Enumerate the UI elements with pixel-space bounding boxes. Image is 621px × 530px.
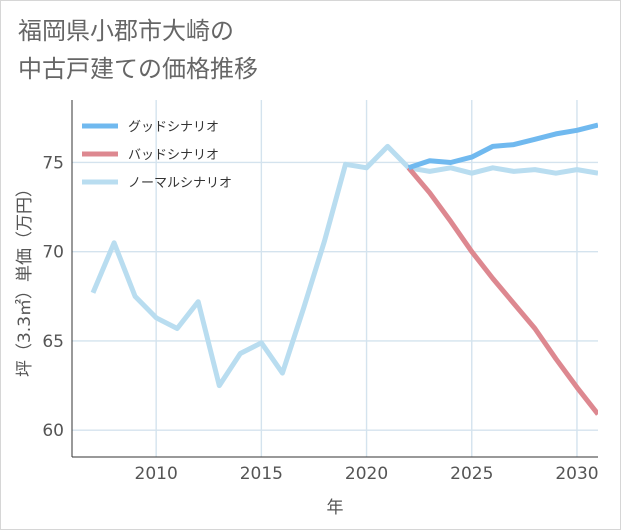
x-axis-label: 年 (327, 498, 344, 518)
x-tick-label: 2010 (135, 464, 178, 484)
legend-label: ノーマルシナリオ (128, 176, 232, 191)
legend-label: バッドシナリオ (128, 148, 219, 163)
series-line-1 (406, 166, 598, 416)
y-tick-label: 60 (42, 421, 64, 441)
axes: 2010 2015 2020 2025 2030 60 65 70 75 (42, 100, 599, 484)
chart-title-line-1: 福岡県小郡市大崎の (18, 17, 234, 45)
y-tick-label: 65 (42, 332, 64, 352)
x-tick-label: 2030 (555, 464, 598, 484)
x-tick-label: 2025 (450, 464, 493, 484)
chart-title-line-2: 中古戸建ての価格推移 (18, 55, 258, 83)
x-tick-label: 2015 (240, 464, 283, 484)
series-line-2 (90, 143, 598, 389)
y-axis-label: 坪（3.3㎡）単価（万円） (15, 180, 35, 377)
x-tick-label: 2020 (345, 464, 388, 484)
series-lines (90, 122, 598, 416)
chart-title: 福岡県小郡市大崎の 中古戸建ての価格推移 (18, 12, 258, 88)
y-tick-label: 75 (42, 153, 64, 173)
legend-label: グッドシナリオ (128, 120, 219, 135)
y-tick-label: 70 (42, 243, 64, 263)
series-line-0 (407, 122, 598, 171)
